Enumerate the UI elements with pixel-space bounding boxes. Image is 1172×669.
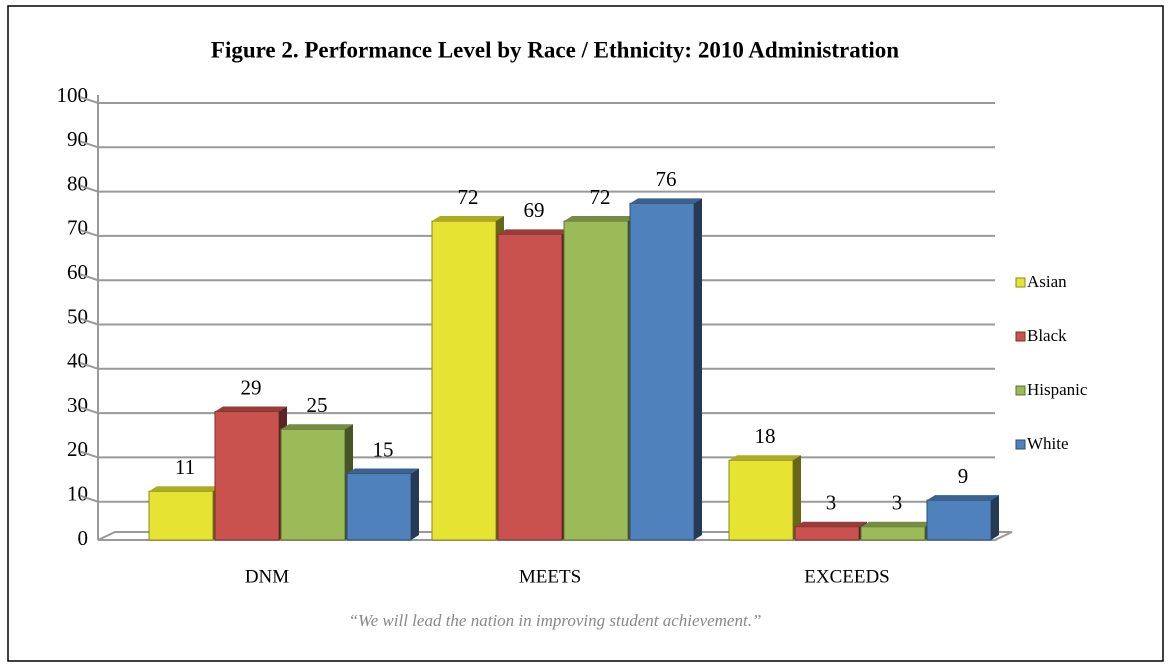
legend-swatch xyxy=(1015,277,1026,288)
bar-side xyxy=(991,495,999,540)
bar-side xyxy=(793,455,801,540)
legend-swatch xyxy=(1015,385,1026,396)
data-label: 15 xyxy=(373,437,394,461)
bar-side xyxy=(411,468,419,540)
grid-line xyxy=(79,184,995,193)
x-tick-label: EXCEEDS xyxy=(804,566,890,587)
bar-top xyxy=(861,521,933,527)
bar xyxy=(794,526,860,541)
y-tick-label: 20 xyxy=(67,437,88,461)
bar xyxy=(497,233,563,541)
data-label: 72 xyxy=(458,185,479,209)
bar xyxy=(148,490,214,541)
bar xyxy=(431,220,497,541)
y-tick-label: 60 xyxy=(67,260,88,284)
bar xyxy=(629,202,695,541)
y-tick-label: 50 xyxy=(67,304,88,328)
y-tick-label: 30 xyxy=(67,393,88,417)
bar-top xyxy=(432,216,504,222)
legend-label: Black xyxy=(1027,326,1067,345)
bar-top xyxy=(215,406,287,412)
data-label: 29 xyxy=(241,375,262,399)
bar-top xyxy=(281,424,353,430)
x-tick-label: MEETS xyxy=(519,566,581,587)
bar xyxy=(926,499,992,541)
y-tick-label: 100 xyxy=(57,83,89,107)
data-label: 3 xyxy=(892,491,903,515)
data-label: 69 xyxy=(524,198,545,222)
bar-top xyxy=(564,216,636,222)
data-label: 9 xyxy=(958,464,969,488)
data-label: 72 xyxy=(590,185,611,209)
y-tick-label: 70 xyxy=(67,216,88,240)
bar-top xyxy=(630,198,702,204)
legend-label: White xyxy=(1027,434,1069,453)
bar xyxy=(214,411,280,541)
chart-title: Figure 2. Performance Level by Race / Et… xyxy=(211,37,899,62)
bar xyxy=(280,428,346,541)
bar-top xyxy=(498,229,570,235)
y-tick-label: 90 xyxy=(67,127,88,151)
y-tick-label: 80 xyxy=(67,171,88,195)
bar-top xyxy=(149,486,221,492)
legend-label: Asian xyxy=(1027,272,1067,291)
y-tick-label: 40 xyxy=(67,349,88,373)
bar xyxy=(563,220,629,541)
legend-swatch xyxy=(1015,331,1026,342)
data-label: 25 xyxy=(307,393,328,417)
bar-top xyxy=(347,468,419,474)
y-tick-label: 10 xyxy=(67,482,88,506)
data-label: 76 xyxy=(656,167,677,191)
data-label: 3 xyxy=(826,491,837,515)
bar xyxy=(860,526,926,541)
data-label: 11 xyxy=(175,455,195,479)
legend-swatch xyxy=(1015,439,1026,450)
data-label: 18 xyxy=(755,424,776,448)
bar-top xyxy=(729,455,801,461)
bar-top xyxy=(795,521,867,527)
bar xyxy=(346,473,412,541)
legend-label: Hispanic xyxy=(1027,380,1088,399)
grid-line xyxy=(79,96,995,104)
bar-top xyxy=(927,495,999,501)
x-tick-label: DNM xyxy=(245,566,289,587)
caption: “We will lead the nation in improving st… xyxy=(349,611,762,630)
grid-line xyxy=(79,140,995,149)
bar-side xyxy=(694,198,702,540)
bar xyxy=(728,459,794,541)
y-tick-label: 0 xyxy=(78,526,89,550)
